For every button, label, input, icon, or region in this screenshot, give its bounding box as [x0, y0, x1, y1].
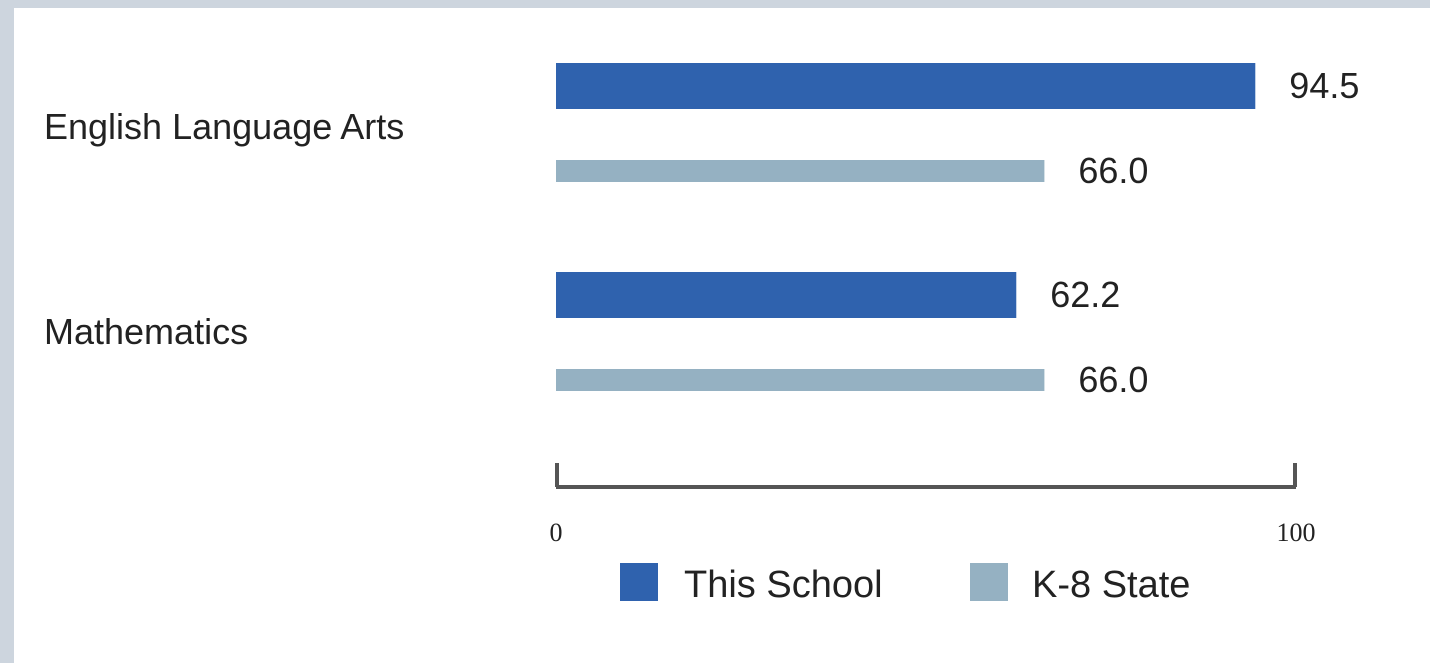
legend-swatch — [970, 563, 1008, 601]
legend-label: K-8 State — [1032, 564, 1190, 606]
tick-label: 100 — [1277, 518, 1316, 547]
legend-swatch — [620, 563, 658, 601]
data-label: 62.2 — [1050, 274, 1120, 315]
bar-chart: English Language Arts 94.5 66.0 Mathematics… — [44, 63, 1359, 606]
tick-label: 0 — [550, 518, 563, 547]
chart-panel: English Language Arts 94.5 66.0 Mathematics… — [14, 8, 1430, 663]
data-label: 66.0 — [1078, 359, 1148, 400]
category-label: Mathematics — [44, 311, 248, 352]
data-label: 66.0 — [1078, 150, 1148, 191]
data-label: 94.5 — [1289, 65, 1359, 106]
bar — [556, 63, 1256, 109]
category-label: English Language Arts — [44, 106, 404, 147]
bar — [556, 369, 1045, 391]
bar — [556, 272, 1017, 318]
bar — [556, 160, 1045, 182]
legend-label: This School — [684, 564, 883, 606]
